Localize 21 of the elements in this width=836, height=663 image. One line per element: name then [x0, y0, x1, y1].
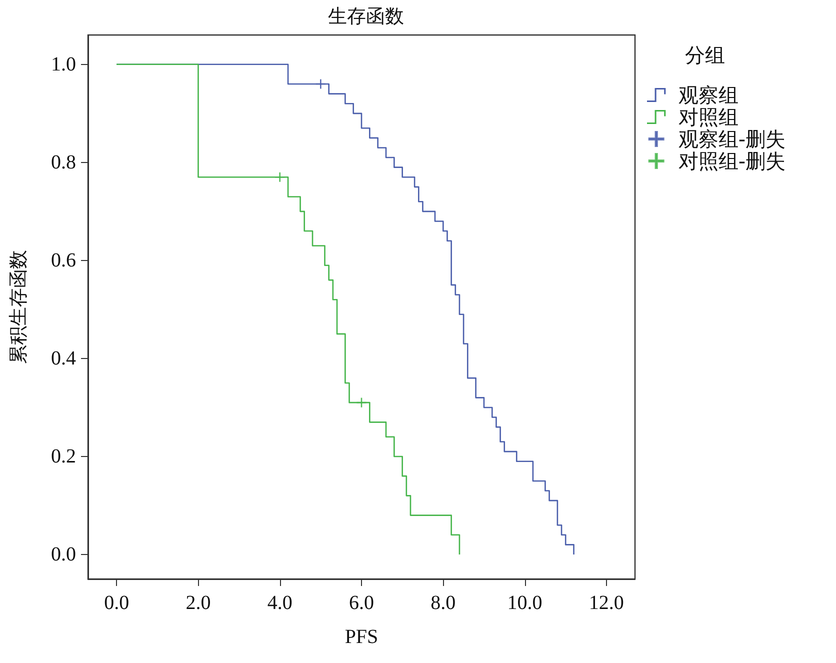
y-tick-label: 1.0: [51, 53, 76, 76]
legend-label: 观察组: [678, 83, 738, 107]
y-tick-label: 0.6: [51, 249, 76, 272]
y-tick-label: 0.0: [51, 543, 76, 566]
x-axis-title: PFS: [344, 626, 378, 648]
legend-label: 对照组: [678, 105, 738, 129]
legend-label: 对照组-删失: [678, 149, 786, 173]
y-tick-label: 0.4: [51, 347, 76, 370]
x-tick-label: 10.0: [507, 592, 542, 614]
x-tick-label: 4.0: [267, 592, 292, 614]
y-tick-label: 0.8: [51, 151, 76, 174]
x-tick-label: 0.0: [104, 592, 130, 614]
x-tick-label: 2.0: [186, 592, 211, 614]
legend-title: 分组: [685, 43, 725, 67]
x-tick-label: 6.0: [349, 592, 374, 614]
x-tick-label: 8.0: [430, 592, 456, 614]
chart-title: 生存函数: [328, 6, 404, 28]
y-axis-title: 累积生存函数: [8, 250, 30, 364]
y-tick-label: 0.2: [51, 445, 76, 468]
x-tick-label: 12.0: [588, 592, 624, 614]
legend-label: 观察组-删失: [678, 127, 786, 151]
